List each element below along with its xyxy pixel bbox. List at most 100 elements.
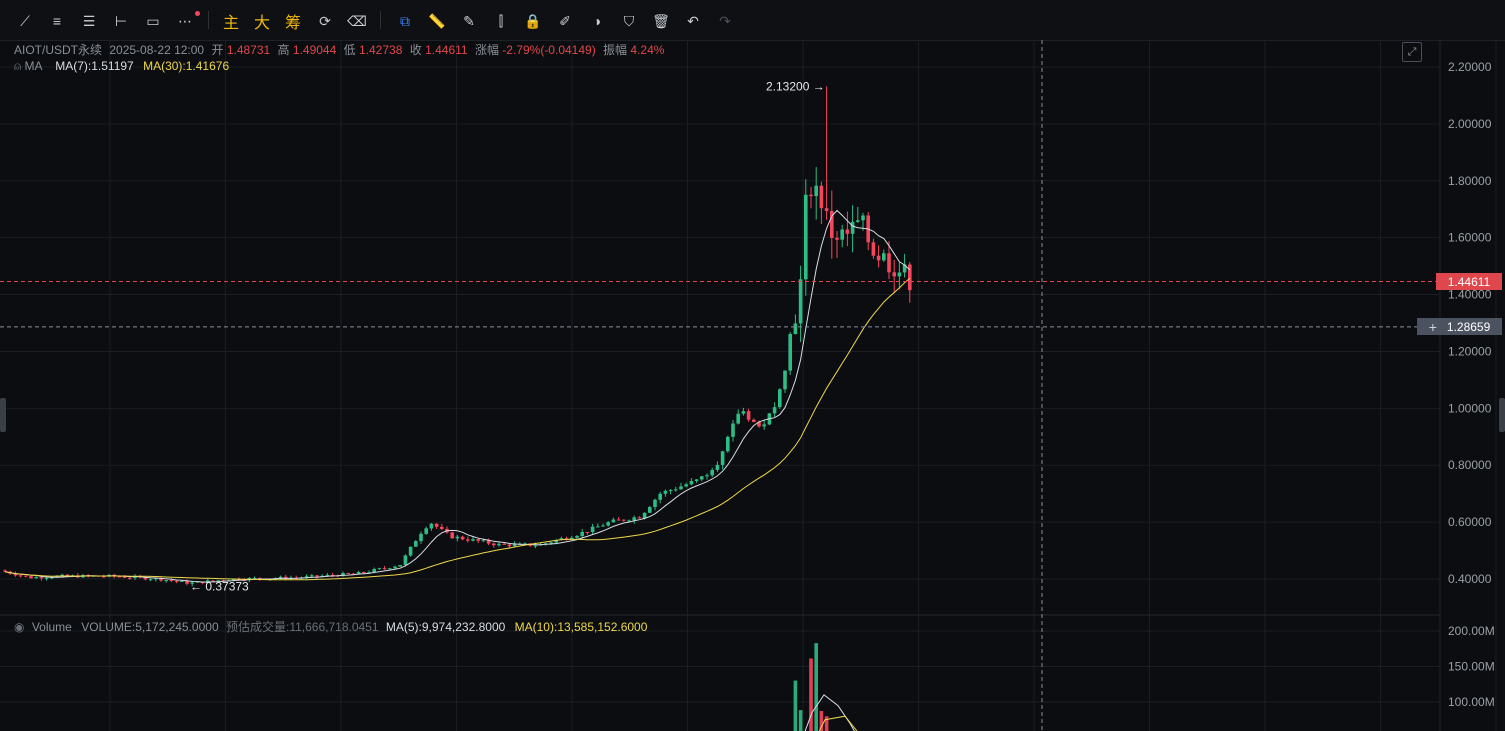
price-tick-label: 0.60000 bbox=[1448, 515, 1492, 529]
candle-body bbox=[440, 526, 444, 529]
rectangle-icon[interactable]: ▭ bbox=[146, 12, 160, 29]
candle-body bbox=[772, 407, 777, 414]
indicator-toggle-1[interactable]: 主 bbox=[222, 15, 239, 32]
candle-body bbox=[128, 577, 132, 579]
candle-body bbox=[414, 541, 418, 547]
redo-icon[interactable]: ↷ bbox=[719, 12, 731, 29]
ma30-value: MA(30):1.41676 bbox=[143, 59, 230, 73]
undo-icon[interactable]: ↶ bbox=[687, 12, 699, 29]
eye-icon[interactable]: ◉ bbox=[14, 620, 25, 634]
ma-label[interactable]: MA bbox=[24, 59, 42, 73]
candle-body bbox=[674, 489, 678, 491]
volume-label[interactable]: Volume bbox=[31, 620, 72, 634]
eraser-icon[interactable]: ⌫ bbox=[347, 12, 367, 29]
candle-body bbox=[778, 389, 782, 408]
candle-body bbox=[330, 574, 335, 576]
candle-body bbox=[117, 576, 122, 578]
candle-body bbox=[559, 538, 564, 540]
more-icon[interactable]: ⋯ bbox=[178, 12, 192, 29]
candle-body bbox=[871, 242, 876, 256]
right-panel-handle[interactable] bbox=[1499, 398, 1505, 432]
change-label: 涨幅 bbox=[474, 43, 499, 57]
candle-body bbox=[752, 419, 756, 422]
filter-icon[interactable]: ⛉ bbox=[623, 12, 635, 29]
candle-body bbox=[434, 523, 439, 527]
candlestick-type-icon[interactable]: ⫿ bbox=[498, 12, 504, 29]
bell-icon[interactable]: ⍝ bbox=[14, 59, 22, 73]
price-tick-label: 1.80000 bbox=[1448, 174, 1492, 188]
candle-body bbox=[902, 264, 907, 273]
candle-body bbox=[856, 220, 860, 222]
amplitude-label: 振幅 bbox=[603, 43, 628, 57]
horizontal-lines-icon[interactable]: ☰ bbox=[82, 12, 96, 29]
candle-body bbox=[190, 582, 194, 584]
candle-body bbox=[325, 574, 330, 576]
lock-icon[interactable]: 🔒 bbox=[524, 12, 542, 29]
candle-body bbox=[455, 536, 460, 539]
layers-icon[interactable]: ⧉ bbox=[400, 12, 410, 29]
trash-icon[interactable]: 🗑 bbox=[652, 12, 670, 29]
crosshair-price-tag[interactable]: +1.28659 bbox=[1417, 318, 1502, 335]
parallel-lines-icon[interactable]: ≡ bbox=[52, 13, 62, 29]
volume-value: VOLUME:5,172,245.0000 bbox=[81, 620, 219, 634]
candlestick-chart[interactable]: 2.20000 2.00000 1.80000 1.60000 1.40000 1.200… bbox=[0, 40, 1505, 731]
volume-indicator-row: ◉ Volume VOLUME:5,172,245.0000 预估成交量:11,… bbox=[14, 618, 647, 635]
indicator-toggle-3[interactable]: 筹 bbox=[284, 15, 301, 32]
price-tick-label: 1.40000 bbox=[1448, 288, 1492, 302]
candle-body bbox=[50, 577, 54, 579]
volume-bar bbox=[809, 658, 813, 731]
indicator-toggle-2[interactable]: 大 bbox=[253, 15, 270, 32]
volume-bar bbox=[798, 710, 803, 731]
candle-body bbox=[726, 436, 730, 452]
candle-body bbox=[793, 323, 798, 334]
candle-body bbox=[824, 208, 829, 211]
fullscreen-icon[interactable]: ⤢ bbox=[1402, 42, 1422, 62]
candle-body bbox=[408, 546, 413, 556]
candle-body bbox=[398, 565, 402, 567]
candle-body bbox=[60, 574, 64, 576]
candle-body bbox=[627, 520, 631, 522]
candle-body bbox=[403, 555, 408, 566]
volume-ma5-line bbox=[804, 694, 855, 731]
candle-body bbox=[845, 229, 850, 234]
candle-body bbox=[377, 568, 382, 570]
candle-body bbox=[601, 525, 605, 527]
candle-body bbox=[284, 576, 288, 579]
ruler-icon[interactable]: 📏 bbox=[428, 12, 446, 29]
candle-body bbox=[809, 194, 813, 197]
candle-body bbox=[507, 544, 512, 547]
horizontal-ray-icon[interactable]: ⊢ bbox=[114, 12, 128, 29]
candle-body bbox=[861, 215, 865, 221]
candle-body bbox=[481, 540, 486, 542]
candle-body bbox=[892, 272, 896, 277]
amplitude-value: 4.24% bbox=[630, 43, 665, 57]
trend-line-icon[interactable]: ⟋ bbox=[20, 12, 30, 29]
candle-body bbox=[450, 532, 454, 539]
candle-body bbox=[39, 577, 44, 579]
candle-body bbox=[663, 490, 668, 494]
price-tick-label: 0.40000 bbox=[1448, 572, 1492, 586]
low-label: 低 bbox=[343, 43, 356, 57]
last-price-tag: 1.44611 bbox=[1436, 273, 1502, 290]
high-annotation: 2.13200 → bbox=[766, 79, 825, 93]
candle-body bbox=[622, 519, 626, 521]
plus-icon[interactable]: + bbox=[1428, 318, 1437, 335]
candle-body bbox=[388, 568, 392, 570]
candle-body bbox=[757, 421, 761, 427]
candle-body bbox=[154, 578, 158, 580]
pen-icon[interactable]: ✎ bbox=[463, 12, 475, 29]
price-tick-label: 2.20000 bbox=[1448, 60, 1492, 74]
candle-body bbox=[122, 576, 127, 578]
candle-body bbox=[715, 464, 720, 470]
candle-body bbox=[798, 279, 803, 324]
candle-body bbox=[356, 572, 361, 574]
left-panel-handle[interactable] bbox=[0, 398, 6, 432]
candle-body bbox=[710, 469, 714, 476]
price-tick-label: 1.20000 bbox=[1448, 344, 1492, 358]
template-icon[interactable]: ✐ bbox=[559, 12, 571, 29]
replay-icon[interactable]: ⟳ bbox=[319, 12, 331, 29]
candle-body bbox=[705, 475, 709, 477]
toolbar-divider bbox=[208, 11, 209, 29]
candle-body bbox=[616, 519, 621, 521]
magnet-icon[interactable]: ◑ bbox=[592, 13, 602, 29]
